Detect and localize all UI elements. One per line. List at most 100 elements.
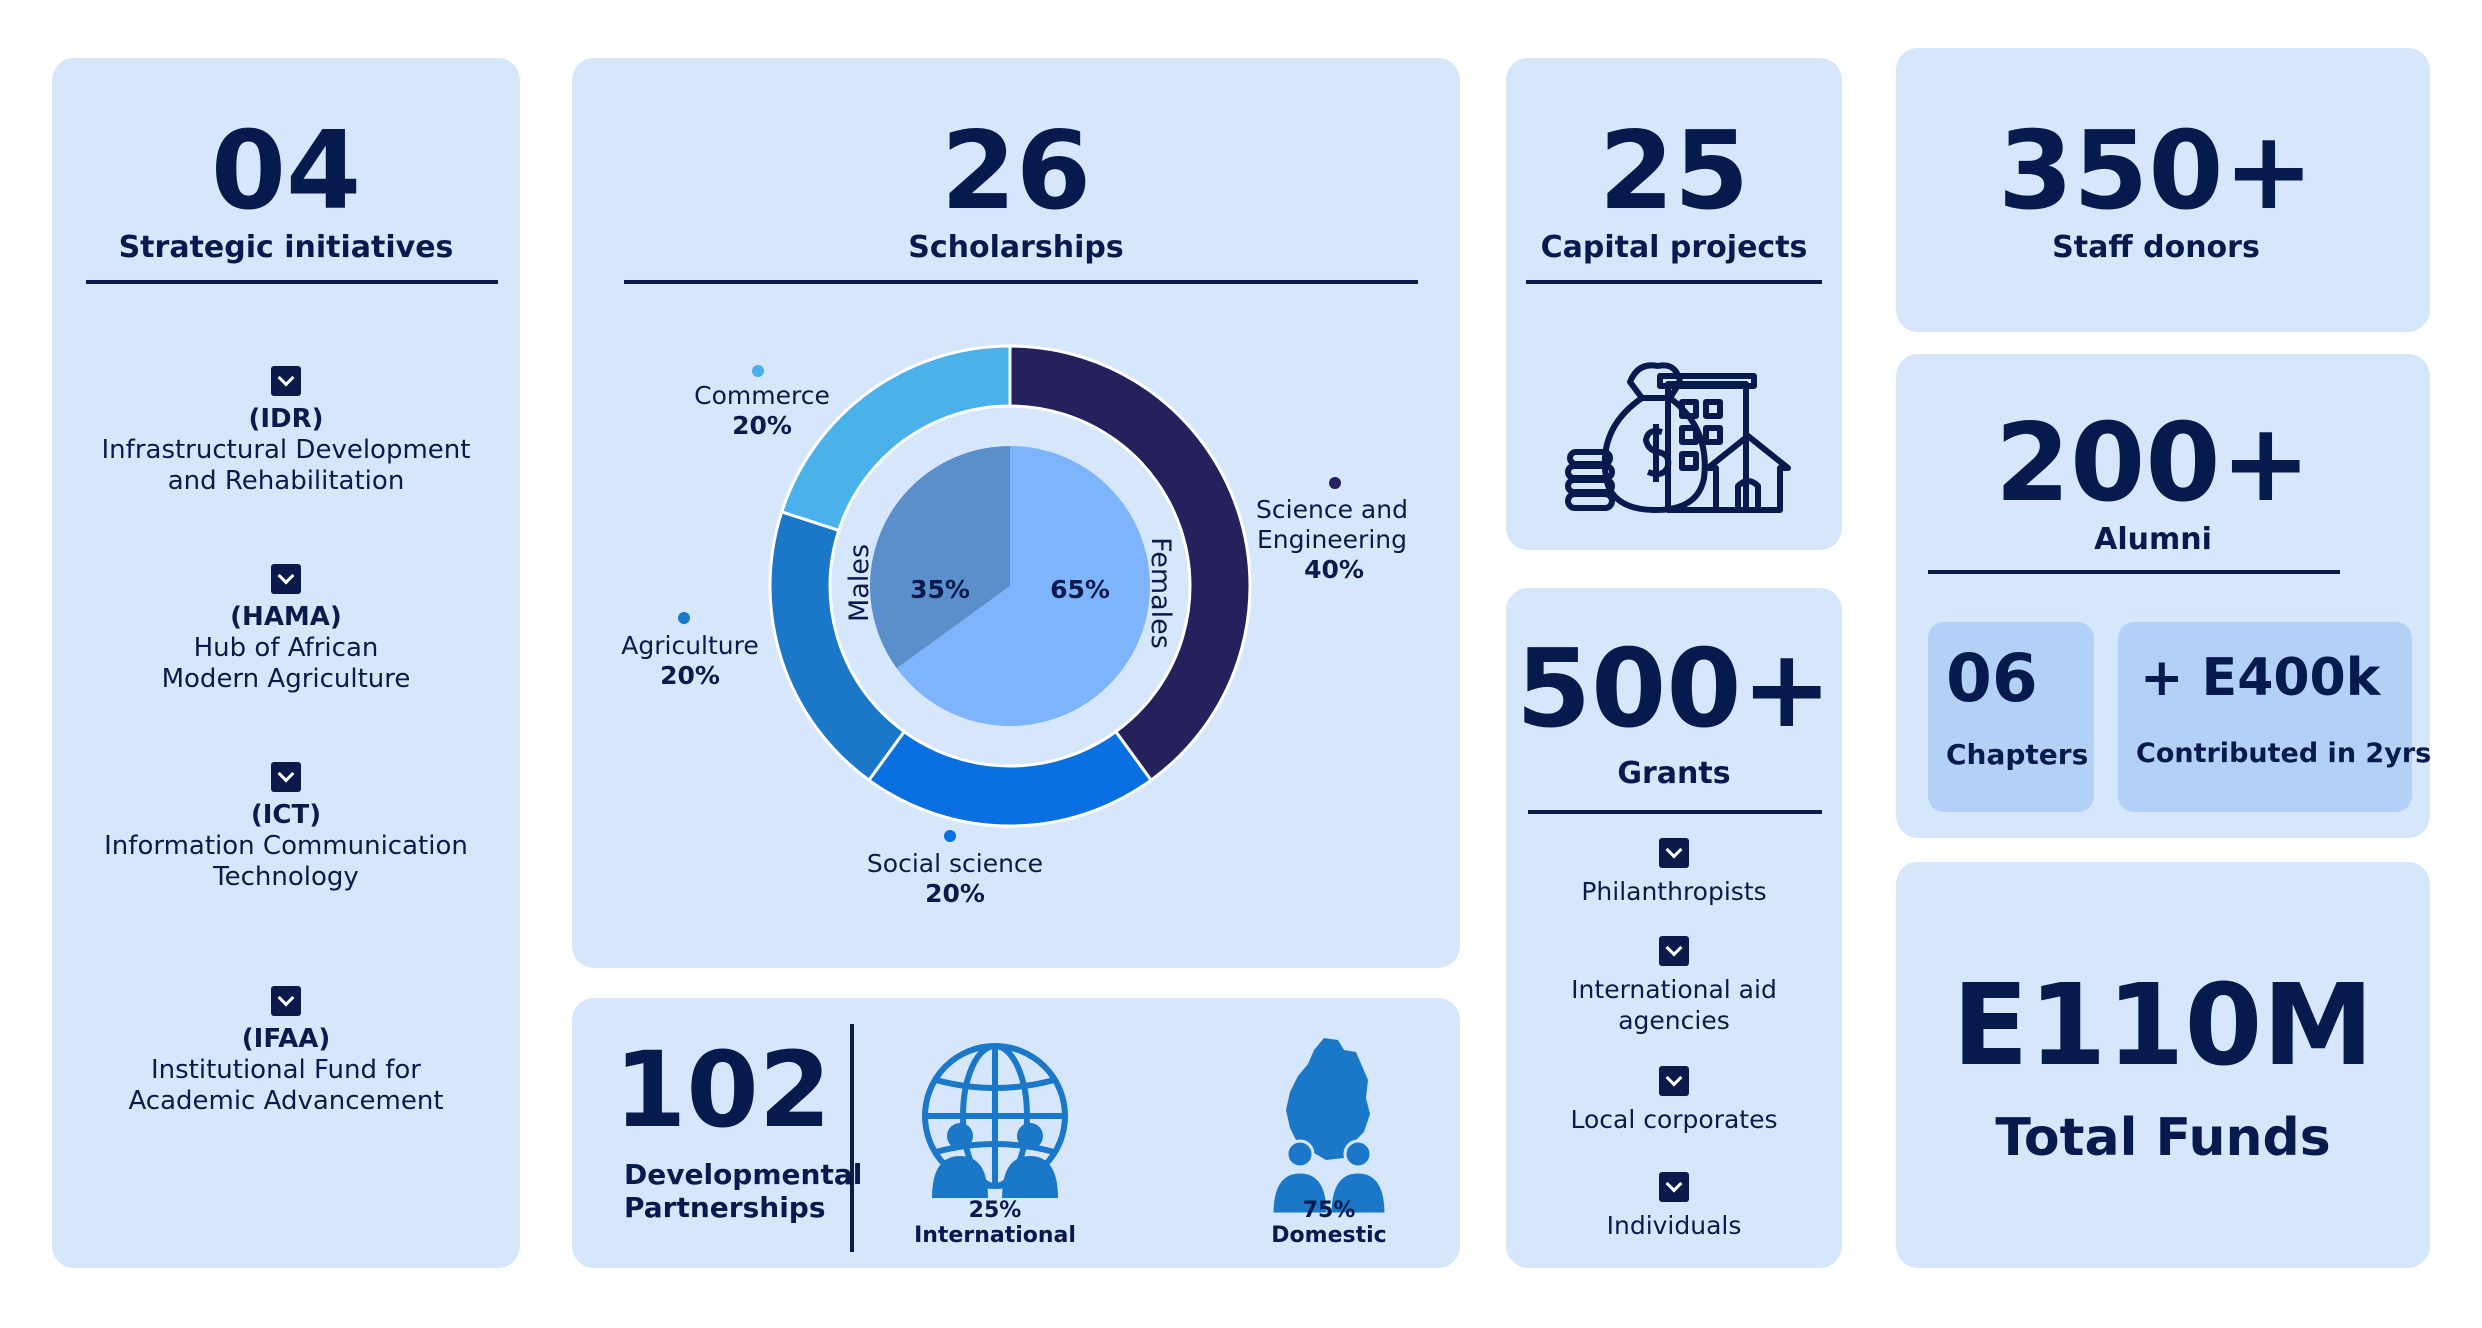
grants-label: Grants: [1617, 756, 1731, 791]
legend-value-social: 20%: [925, 879, 985, 908]
grant-label-2: agencies: [1618, 1006, 1730, 1035]
legend-value-agriculture: 20%: [660, 661, 720, 690]
checkbox-icon: [271, 366, 301, 396]
grants-divider: [1528, 810, 1822, 814]
legend-dot-science: [1329, 477, 1341, 489]
initiative-line2: and Rehabilitation: [167, 466, 405, 496]
initiative-code: (ICT): [250, 800, 322, 830]
partnerships-divider: [850, 1024, 854, 1252]
initiative-line1: Infrastructural Development: [101, 435, 471, 465]
initiatives-divider: [86, 280, 498, 284]
initiative-code: (IFAA): [241, 1024, 331, 1054]
alumni-label: Alumni: [2094, 522, 2212, 557]
funds-value: E110M: [1952, 961, 2374, 1091]
chapters-label: Chapters: [1946, 738, 2089, 771]
grant-label: Philanthropists: [1581, 877, 1767, 906]
grants-card: 500+ Grants Philanthropists Internationa…: [1506, 588, 1842, 1268]
pie-slice-females: [896, 446, 1150, 726]
capital-divider: [1526, 280, 1822, 284]
ring-segment-commerce: [779, 344, 1012, 533]
alumni-divider: [1928, 570, 2340, 574]
staff-count: 350+: [1998, 109, 2314, 234]
scholarship-donut-chart: Males Females 35% 65% Commerce 20% Scien…: [621, 344, 1408, 908]
initiative-code: (IDR): [248, 404, 324, 434]
checkbox-icon: [1659, 936, 1689, 966]
domestic-pct: 75%: [1302, 1198, 1356, 1223]
initiative-code: (HAMA): [230, 602, 342, 632]
initiatives-label: Strategic initiatives: [118, 230, 454, 265]
legend-dot-social: [944, 830, 956, 842]
checkbox-icon: [271, 986, 301, 1016]
contributed-label: Contributed in 2yrs: [2136, 738, 2432, 769]
inner-label-females: 65%: [1050, 575, 1110, 604]
pie-slice-males: [870, 446, 1010, 669]
funds-label: Total Funds: [1995, 1108, 2331, 1168]
initiative-line2: Technology: [213, 862, 359, 892]
legend-value-science: 40%: [1304, 555, 1364, 584]
contributed-box: + E400k Contributed in 2yrs: [2118, 622, 2431, 812]
initiative-hama: (HAMA) Hub of African Modern Agriculture: [52, 564, 520, 695]
ring-segment-science-and-engineering: [1008, 344, 1252, 783]
initiative-idr: (IDR) Infrastructural Development and Re…: [52, 366, 520, 497]
initiative-line1: Information Communication: [104, 831, 468, 861]
initiative-ifaa: (IFAA) Institutional Fund for Academic A…: [52, 986, 520, 1117]
alumni-card: 200+ Alumni 06 Chapters + E400k Contribu…: [1896, 354, 2431, 838]
contributed-value: + E400k: [2140, 648, 2381, 708]
country-people-icon: [1270, 1038, 1388, 1216]
domestic-label: Domestic: [1271, 1223, 1387, 1248]
legend-label-science-1: Science and: [1256, 495, 1408, 524]
international-label: International: [914, 1223, 1076, 1248]
funds-card: E110M Total Funds: [1896, 862, 2430, 1268]
gender-label-males: Males: [844, 544, 875, 622]
grant-individuals: Individuals: [1506, 1172, 1842, 1241]
initiatives-count: 04: [210, 109, 362, 234]
scholarships-label: Scholarships: [908, 230, 1124, 265]
partnerships-count: 102: [614, 1029, 832, 1151]
legend-dot-commerce: [752, 365, 764, 377]
checkbox-icon: [1659, 1172, 1689, 1202]
money-building-icon: [1565, 362, 1791, 513]
capital-card: 25 Capital projects: [1506, 58, 1842, 550]
grant-international-aid: International aid agencies: [1506, 936, 1842, 1036]
legend-dot-agriculture: [678, 612, 690, 624]
partnerships-label-2: Partnerships: [624, 1191, 826, 1224]
partnerships-label-1: Developmental: [624, 1158, 863, 1191]
checkbox-icon: [271, 762, 301, 792]
scholarships-card: 26 Scholarships Males Females 35% 65% Co…: [572, 58, 1460, 968]
legend-label-commerce: Commerce: [694, 381, 830, 410]
grants-count: 500+: [1516, 627, 1832, 752]
checkbox-icon: [1659, 838, 1689, 868]
globe-people-icon: [922, 1043, 1068, 1198]
gender-label-females: Females: [1145, 537, 1176, 649]
grant-label-1: International aid: [1571, 975, 1777, 1004]
grant-local-corporates: Local corporates: [1506, 1066, 1842, 1135]
inner-label-males: 35%: [910, 575, 970, 604]
international-pct: 25%: [968, 1198, 1022, 1223]
legend-value-commerce: 20%: [732, 411, 792, 440]
legend-label-science-2: Engineering: [1257, 525, 1407, 554]
alumni-count: 200+: [1995, 401, 2311, 526]
staff-label: Staff donors: [2052, 230, 2260, 265]
legend-label-social: Social science: [867, 849, 1043, 878]
capital-count: 25: [1598, 109, 1750, 234]
grant-philanthropists: Philanthropists: [1506, 838, 1842, 907]
partnerships-card: 102 Developmental Partnerships 25% Inter…: [572, 998, 1460, 1268]
checkbox-icon: [1659, 1066, 1689, 1096]
initiative-line2: Academic Advancement: [128, 1086, 444, 1116]
grant-label: Local corporates: [1570, 1105, 1778, 1134]
initiative-line2: Modern Agriculture: [161, 664, 411, 694]
legend-label-agriculture: Agriculture: [621, 631, 759, 660]
scholarships-divider: [624, 280, 1418, 284]
chapters-value: 06: [1946, 640, 2038, 717]
initiative-line1: Institutional Fund for: [150, 1055, 422, 1085]
chapters-box: 06 Chapters: [1928, 622, 2094, 812]
initiative-line1: Hub of African: [193, 633, 379, 663]
checkbox-icon: [271, 564, 301, 594]
grant-label: Individuals: [1606, 1211, 1742, 1240]
initiative-ict: (ICT) Information Communication Technolo…: [52, 762, 520, 893]
capital-label: Capital projects: [1540, 230, 1808, 265]
initiatives-card: 04 Strategic initiatives (IDR) Infrastru…: [52, 58, 520, 1268]
scholarships-count: 26: [940, 109, 1092, 234]
ring-segment-social-science: [866, 729, 1154, 828]
staff-card: 350+ Staff donors: [1896, 48, 2430, 332]
